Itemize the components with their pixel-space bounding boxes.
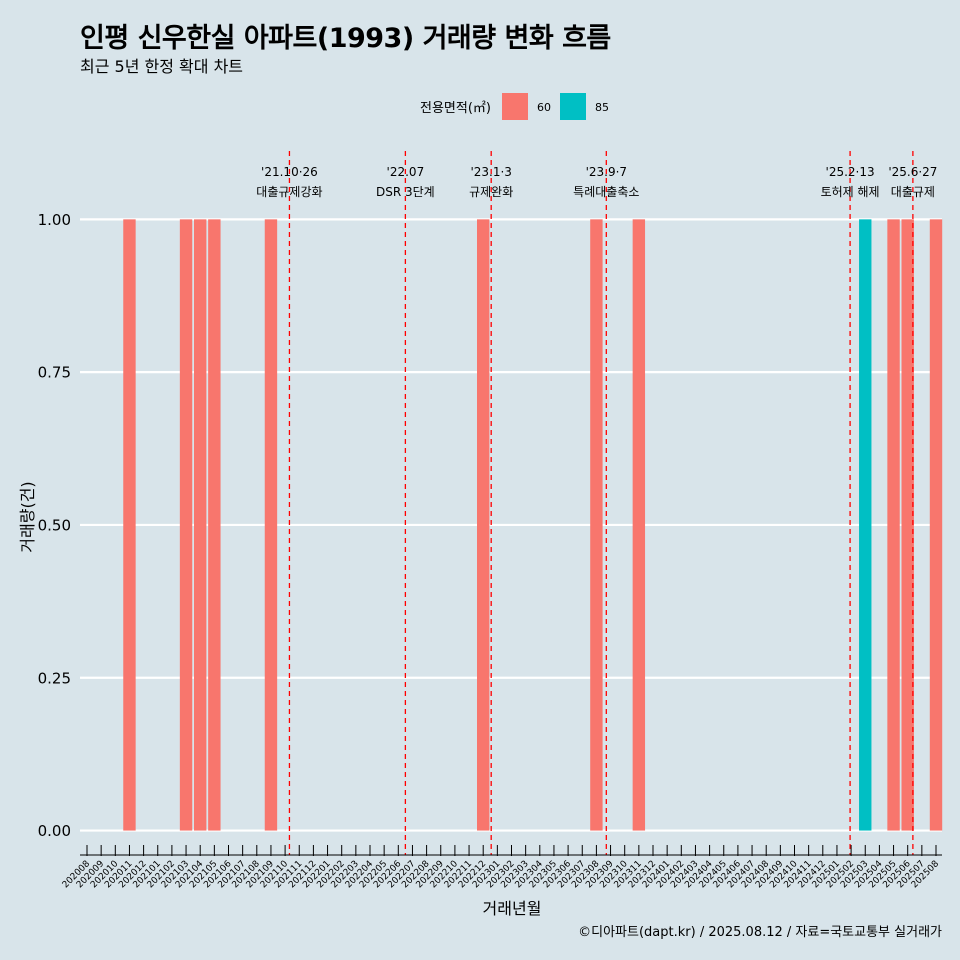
bar-60-202508 [929, 219, 943, 831]
event-date-label: '23.9·7 [586, 165, 627, 179]
bar-60-202308 [590, 219, 603, 831]
event-name-label: 대출규제강화 [256, 185, 322, 199]
y-tick-label: 0.50 [38, 516, 71, 534]
chart-caption: ©디아파트(dapt.kr) / 2025.08.12 / 자료=국토교통부 실… [578, 925, 942, 940]
bar-60-202104 [194, 219, 207, 831]
legend-label-60: 60 [537, 101, 551, 114]
chart-subtitle: 최근 5년 한정 확대 차트 [80, 57, 244, 76]
bar-60-202011 [123, 219, 136, 831]
legend: 전용면적(㎡) 60 85 [420, 93, 609, 120]
event-name-label: 규제완화 [469, 185, 513, 199]
bar-85-202503 [859, 219, 872, 831]
event-name-label: DSR 3단계 [376, 185, 435, 199]
y-tick-label: 0.00 [38, 822, 71, 840]
bars [123, 219, 943, 831]
bar-60-202105 [208, 219, 221, 831]
legend-swatch-60 [502, 93, 528, 120]
chart-title: 인평 신우한실 아파트(1993) 거래량 변화 흐름 [80, 23, 611, 54]
bar-60-202109 [264, 219, 278, 831]
bar-60-202103 [179, 219, 193, 831]
event-date-label: '22.07 [387, 165, 425, 179]
bar-60-202311 [632, 219, 646, 831]
event-date-label: '25.2·13 [826, 165, 875, 179]
y-tick-label: 0.75 [38, 364, 71, 382]
event-date-label: '23.1·3 [470, 165, 511, 179]
event-lines: '21.10·26 대출규제강화 '22.07 DSR 3단계 '23.1·3 규제완화 '… [256, 151, 937, 855]
legend-label-85: 85 [595, 101, 609, 114]
event-date-label: '25.6·27 [888, 165, 937, 179]
event-name-label: 특례대출축소 [573, 185, 639, 199]
x-axis: 2020082020092020102020112020122021012021… [61, 845, 942, 890]
gridlines [80, 218, 942, 832]
bar-60-202506 [901, 219, 914, 831]
bar-60-202505 [887, 219, 900, 831]
y-tick-label: 0.25 [38, 669, 71, 687]
y-tick-label: 1.00 [38, 211, 71, 229]
event-name-label: 토허제 해제 [821, 185, 880, 199]
y-axis: 0.00 0.25 0.50 0.75 1.00 [38, 211, 71, 840]
y-axis-title: 거래량(건) [18, 481, 37, 552]
event-name-label: 대출규제 [891, 185, 935, 199]
legend-swatch-85 [560, 93, 586, 120]
event-date-label: '21.10·26 [261, 165, 318, 179]
x-axis-title: 거래년월 [483, 899, 542, 918]
legend-title: 전용면적(㎡) [420, 101, 491, 116]
bar-60-202212 [477, 219, 490, 831]
